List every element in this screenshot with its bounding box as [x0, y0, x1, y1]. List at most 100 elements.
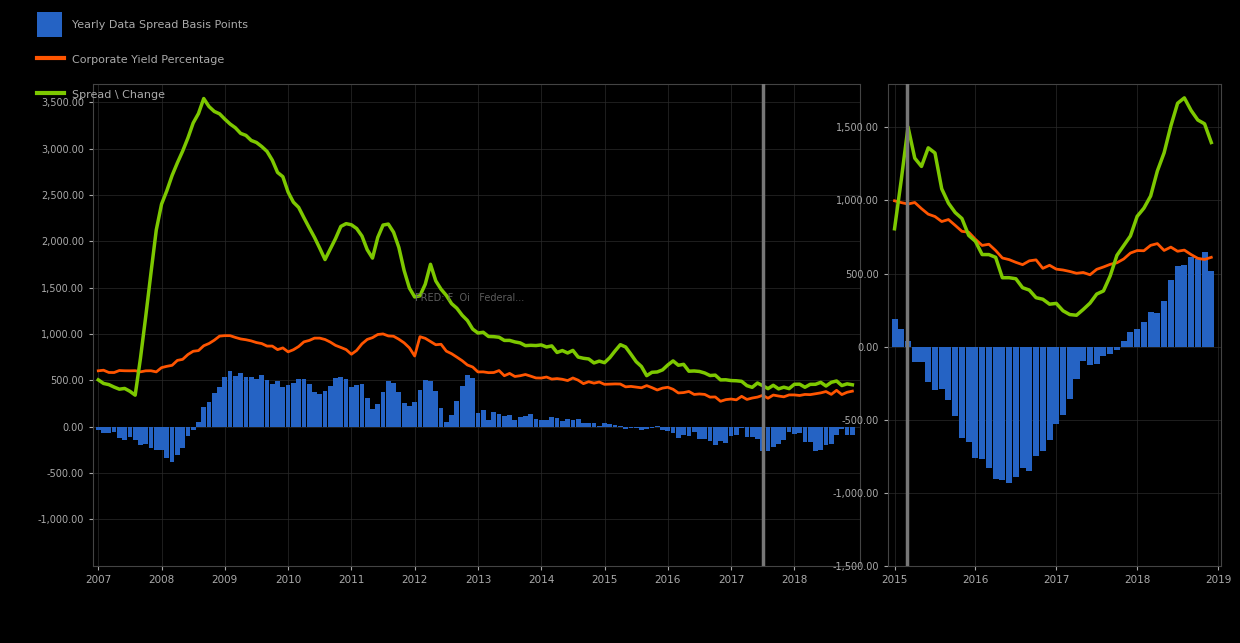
Bar: [201, 407, 206, 427]
Bar: [565, 419, 570, 427]
Bar: [228, 372, 232, 427]
Bar: [786, 427, 791, 432]
Bar: [966, 347, 972, 442]
Bar: [402, 403, 407, 427]
Bar: [539, 420, 543, 427]
Bar: [481, 410, 486, 427]
Bar: [306, 385, 311, 427]
Bar: [391, 383, 396, 427]
Bar: [138, 427, 143, 445]
Bar: [828, 427, 833, 444]
Bar: [154, 427, 159, 449]
Bar: [439, 408, 444, 427]
Bar: [666, 427, 670, 431]
Bar: [1195, 258, 1200, 347]
Bar: [497, 414, 501, 427]
Bar: [254, 379, 259, 427]
Bar: [1053, 347, 1059, 424]
Bar: [1121, 341, 1127, 347]
Bar: [1174, 266, 1180, 347]
Bar: [549, 417, 554, 427]
Bar: [102, 427, 105, 433]
Bar: [1114, 347, 1120, 350]
Bar: [507, 415, 512, 427]
Bar: [418, 390, 423, 427]
Text: FRED: F  Oi   Federal...: FRED: F Oi Federal...: [415, 293, 525, 303]
Bar: [655, 426, 660, 427]
Bar: [259, 375, 264, 427]
Bar: [191, 427, 196, 430]
Bar: [952, 347, 959, 416]
Bar: [802, 427, 807, 442]
Bar: [270, 384, 275, 427]
Bar: [413, 402, 417, 427]
Bar: [1208, 271, 1214, 347]
Bar: [444, 422, 449, 427]
Bar: [582, 423, 585, 427]
Bar: [355, 385, 360, 427]
Bar: [713, 427, 718, 445]
Bar: [892, 318, 898, 347]
Bar: [207, 402, 211, 427]
Bar: [911, 347, 918, 362]
Bar: [312, 392, 317, 427]
Bar: [1087, 347, 1092, 365]
Bar: [502, 415, 507, 427]
Bar: [687, 427, 691, 436]
Bar: [348, 387, 353, 427]
Bar: [533, 419, 538, 427]
Bar: [823, 427, 828, 445]
Bar: [1100, 347, 1106, 356]
Bar: [222, 377, 227, 427]
Bar: [1019, 347, 1025, 468]
Bar: [671, 427, 676, 433]
Bar: [718, 427, 723, 441]
Bar: [291, 383, 296, 427]
Bar: [322, 390, 327, 427]
Bar: [972, 347, 978, 458]
Bar: [1182, 266, 1188, 347]
Bar: [1033, 347, 1039, 456]
Bar: [844, 427, 849, 435]
Bar: [650, 427, 655, 428]
Bar: [1168, 280, 1174, 347]
Bar: [750, 427, 755, 437]
Bar: [128, 427, 133, 437]
Bar: [1094, 347, 1100, 365]
Bar: [476, 413, 480, 427]
Bar: [797, 427, 802, 433]
Bar: [755, 427, 760, 439]
Bar: [1013, 347, 1019, 476]
Bar: [296, 379, 301, 427]
Bar: [1188, 257, 1194, 347]
Bar: [1141, 322, 1147, 347]
Bar: [1107, 347, 1114, 354]
Bar: [898, 329, 904, 347]
Text: Corporate Yield Percentage: Corporate Yield Percentage: [72, 55, 224, 65]
Bar: [285, 385, 290, 427]
Bar: [1154, 313, 1161, 347]
Bar: [760, 427, 765, 451]
Bar: [734, 427, 739, 435]
Bar: [317, 394, 322, 427]
Bar: [212, 393, 217, 427]
Bar: [939, 347, 945, 390]
Bar: [275, 381, 280, 427]
Bar: [95, 427, 100, 430]
Bar: [807, 427, 812, 442]
Bar: [434, 391, 438, 427]
Bar: [570, 421, 575, 427]
Bar: [613, 425, 618, 427]
Bar: [744, 427, 749, 437]
Bar: [676, 427, 681, 439]
Bar: [360, 384, 365, 427]
Bar: [217, 387, 222, 427]
Bar: [792, 427, 797, 434]
Bar: [370, 409, 374, 427]
Bar: [376, 404, 381, 427]
Bar: [781, 427, 786, 440]
Bar: [1147, 312, 1153, 347]
Bar: [186, 427, 190, 436]
Bar: [702, 427, 707, 439]
Bar: [1202, 252, 1208, 347]
